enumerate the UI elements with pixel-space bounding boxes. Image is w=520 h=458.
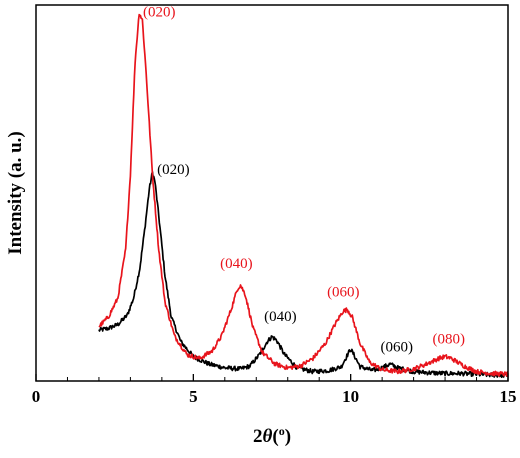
x-axis-title-paren-open: ( [272, 426, 278, 447]
x-axis-title-theta: θ [262, 426, 272, 447]
peak-label: (020) [157, 162, 190, 178]
peak-label: (040) [264, 309, 297, 325]
peak-label: (060) [381, 340, 414, 356]
x-axis-title-paren-close: ) [285, 426, 291, 447]
x-tick-label: 0 [32, 387, 41, 406]
series-line-1 [98, 170, 509, 379]
series-line-2 [98, 13, 509, 377]
ticks-layer: 0 5 10 15 [32, 374, 517, 406]
peak-label: (080) [432, 331, 465, 347]
peak-label: (040) [220, 256, 253, 272]
x-axis-title: 2θ(o) [253, 424, 291, 447]
peak-label: (060) [327, 284, 360, 300]
peak-label: (020) [143, 4, 176, 20]
y-axis-title: Intensity (a. u.) [5, 131, 26, 255]
x-tick-label: 10 [342, 387, 359, 406]
series-layer [98, 13, 509, 379]
x-axis-title-degree: o [279, 424, 285, 438]
plot-frame [35, 4, 509, 382]
x-tick-label: 15 [500, 387, 517, 406]
x-axis-title-main: 2 [253, 426, 263, 447]
x-tick-label: 5 [189, 387, 198, 406]
annotation-layer: (020) (020) (040) (040) (060) (060) (080) [143, 4, 465, 355]
